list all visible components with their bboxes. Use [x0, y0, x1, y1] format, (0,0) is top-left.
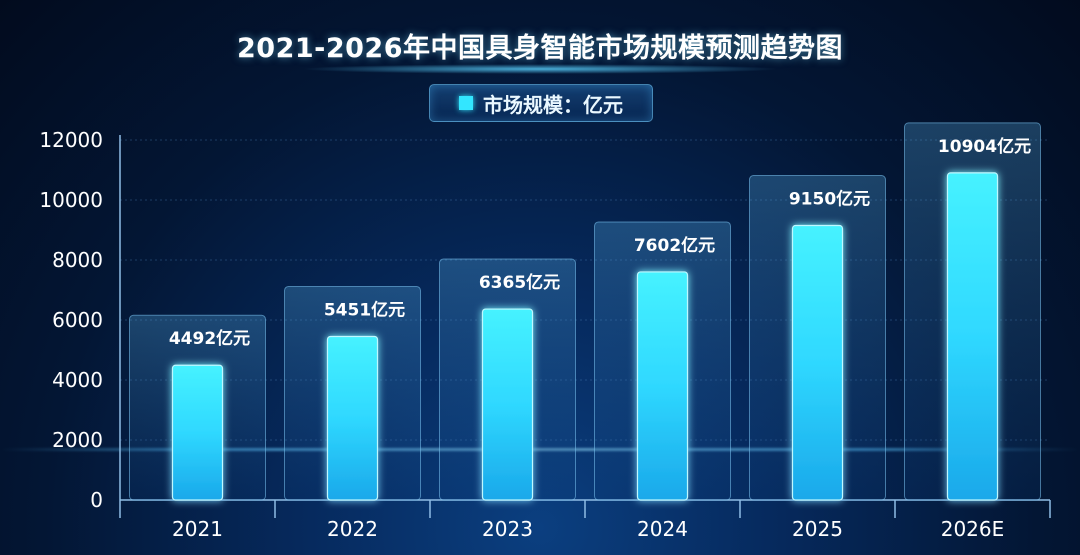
y-tick-label: 4000: [52, 368, 103, 392]
bar: [326, 335, 379, 501]
y-tick-label: 10000: [39, 188, 103, 212]
bar: [636, 271, 689, 501]
y-tick-label: 2000: [52, 428, 103, 452]
title-underline-glow: [300, 64, 780, 74]
x-tick-label: 2026E: [941, 517, 1005, 541]
x-tick-label: 2022: [327, 517, 378, 541]
data-label: 4492亿元: [169, 328, 250, 349]
data-label: 6365亿元: [479, 272, 560, 293]
bar: [791, 224, 844, 501]
y-tick-label: 6000: [52, 308, 103, 332]
x-tick-label: 2023: [482, 517, 533, 541]
bar: [481, 308, 534, 501]
data-label: 10904亿元: [938, 136, 1031, 157]
legend-swatch: [459, 96, 473, 110]
data-label: 9150亿元: [789, 189, 870, 210]
data-label: 7602亿元: [634, 235, 715, 256]
x-tick-label: 2024: [637, 517, 688, 541]
y-tick-label: 0: [90, 488, 103, 512]
labels: 0 2000 4000 6000 8000 10000 12000 4492亿元 2021 545…: [39, 128, 1031, 541]
bar: [946, 172, 999, 501]
bar-panels: [129, 122, 1041, 501]
legend-label: 市场规模：亿元: [483, 92, 623, 117]
legend: 市场规模：亿元: [429, 84, 653, 122]
x-tick-label: 2021: [172, 517, 223, 541]
chart-title: 2021-2026年中国具身智能市场规模预测趋势图: [237, 33, 843, 64]
bars: [171, 172, 999, 501]
grid-lines: [120, 139, 1050, 441]
data-label: 5451亿元: [324, 299, 405, 320]
bar: [171, 364, 224, 501]
x-tick-label: 2025: [792, 517, 843, 541]
y-tick-label: 12000: [39, 128, 103, 152]
axes: [119, 135, 1051, 518]
y-tick-label: 8000: [52, 248, 103, 272]
